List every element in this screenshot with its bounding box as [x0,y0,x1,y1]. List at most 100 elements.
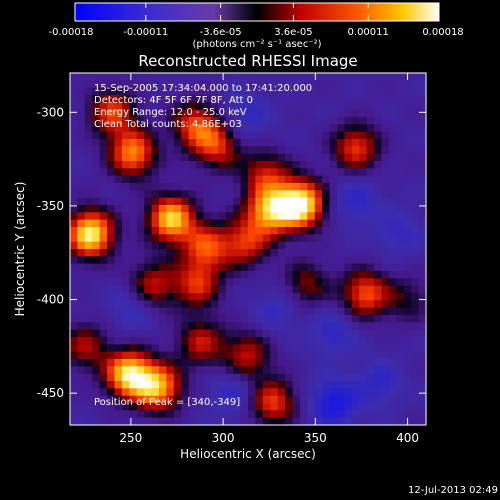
heatmap-cell [248,329,257,338]
heatmap-cell [359,146,368,155]
heatmap-cell [129,337,138,345]
heatmap-cell [225,124,234,133]
heatmap-cell [322,403,331,411]
heatmap-cell [270,293,279,301]
heatmap-cell [285,124,294,133]
heatmap-cell [218,168,227,177]
heatmap-cell [188,139,197,147]
heatmap-cell [366,183,375,191]
heatmap-cell [166,249,175,257]
heatmap-cell [77,373,86,382]
heatmap-cell [388,271,397,279]
heatmap-cell [70,80,79,89]
heatmap-cell [114,263,123,272]
heatmap-cell [396,80,405,89]
heatmap-cell [374,241,383,250]
heatmap-cell [285,344,294,353]
heatmap-cell [366,395,375,404]
heatmap-cell [107,395,116,404]
heatmap-cell [114,175,123,184]
heatmap-cell [314,395,323,404]
heatmap-cell [233,263,242,272]
heatmap-cell [196,344,205,353]
heatmap-cell [322,337,331,345]
heatmap-cell [396,102,405,111]
heatmap-cell [403,249,412,257]
heatmap-cell [240,183,249,191]
heatmap-cell [121,95,130,103]
heatmap-cell [277,131,286,140]
heatmap-cell [292,73,301,81]
heatmap-cell [84,388,93,397]
heatmap-cell [351,146,360,155]
heatmap-cell [233,322,242,331]
heatmap-cell [181,417,190,426]
heatmap-cell [374,351,383,360]
heatmap-cell [233,373,242,382]
heatmap-cell [210,95,219,103]
heatmap-cell [166,417,175,426]
heatmap-cell [381,117,390,125]
heatmap-cell [151,80,160,89]
heatmap-cell [240,322,249,331]
heatmap-cell [329,205,338,213]
heatmap-cell [314,263,323,272]
heatmap-cell [351,234,360,243]
heatmap-cell [292,139,301,147]
heatmap-cell [240,168,249,177]
heatmap-cell [233,351,242,360]
heatmap-cell [136,263,145,272]
heatmap-cell [233,80,242,89]
heatmap-cell [322,263,331,272]
heatmap-cell [144,146,153,155]
heatmap-cell [196,307,205,316]
heatmap-cell [225,234,234,243]
heatmap-cell [92,212,101,221]
heatmap-cell [292,351,301,360]
heatmap-cell [255,168,264,177]
heatmap-cell [322,256,331,265]
heatmap-cell [159,124,168,133]
heatmap-cell [329,417,338,426]
heatmap-cell [196,168,205,177]
heatmap-cell [248,190,257,199]
heatmap-cell [411,278,420,287]
heatmap-cell [77,80,86,89]
heatmap-cell [285,307,294,316]
heatmap-cell [188,366,197,375]
heatmap-cell [255,183,264,191]
heatmap-cell [218,395,227,404]
heatmap-cell [240,102,249,111]
heatmap-cell [270,87,279,96]
heatmap-cell [396,293,405,301]
heatmap-cell [299,403,308,411]
heatmap-cell [84,234,93,243]
heatmap-cell [188,80,197,89]
heatmap-cell [233,359,242,367]
heatmap-cell [166,131,175,140]
heatmap-cell [151,190,160,199]
heatmap-cell [70,146,79,155]
heatmap-cell [381,285,390,294]
heatmap-cell [70,322,79,331]
heatmap-cell [351,344,360,353]
heatmap-cell [70,249,79,257]
heatmap-cell [403,271,412,279]
heatmap-cell [292,278,301,287]
heatmap-cell [114,168,123,177]
heatmap-cell [203,278,212,287]
heatmap-cell [136,131,145,140]
heatmap-cell [248,278,257,287]
heatmap-cell [262,212,271,221]
heatmap-cell [418,388,427,397]
heatmap-cell [285,80,294,89]
heatmap-cell [77,175,86,184]
heatmap-cell [181,109,190,118]
heatmap-cell [374,395,383,404]
heatmap-cell [411,117,420,125]
heatmap-cell [70,241,79,250]
heatmap-cell [210,197,219,206]
heatmap-cell [248,381,257,389]
heatmap-cell [388,212,397,221]
heatmap-cell [84,80,93,89]
